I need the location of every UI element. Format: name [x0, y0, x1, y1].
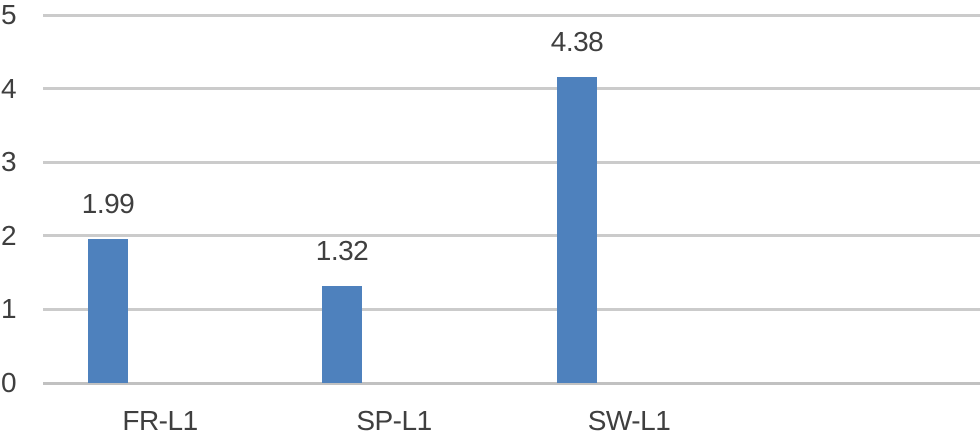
gridline: [43, 87, 980, 90]
bar-data-label: 1.32: [315, 235, 369, 266]
bar: [322, 286, 362, 383]
bar: [88, 239, 128, 383]
x-category-label: FR-L1: [122, 405, 198, 436]
y-tick-label: 3: [1, 146, 17, 177]
bar-data-label: 4.38: [550, 26, 604, 57]
y-tick-label: 4: [1, 73, 17, 104]
y-tick-label: 0: [1, 367, 17, 398]
y-tick-label: 5: [1, 0, 17, 30]
bar-data-label: 1.99: [81, 188, 135, 219]
y-tick-label: 1: [1, 293, 17, 324]
y-tick-label: 2: [1, 220, 17, 251]
bar: [557, 77, 597, 383]
x-category-label: SP-L1: [356, 405, 432, 436]
gridline: [43, 161, 980, 164]
x-category-label: SW-L1: [587, 405, 671, 436]
axis-baseline: [43, 382, 980, 385]
gridline: [43, 308, 980, 311]
gridline: [43, 14, 980, 17]
gridline: [43, 234, 980, 237]
